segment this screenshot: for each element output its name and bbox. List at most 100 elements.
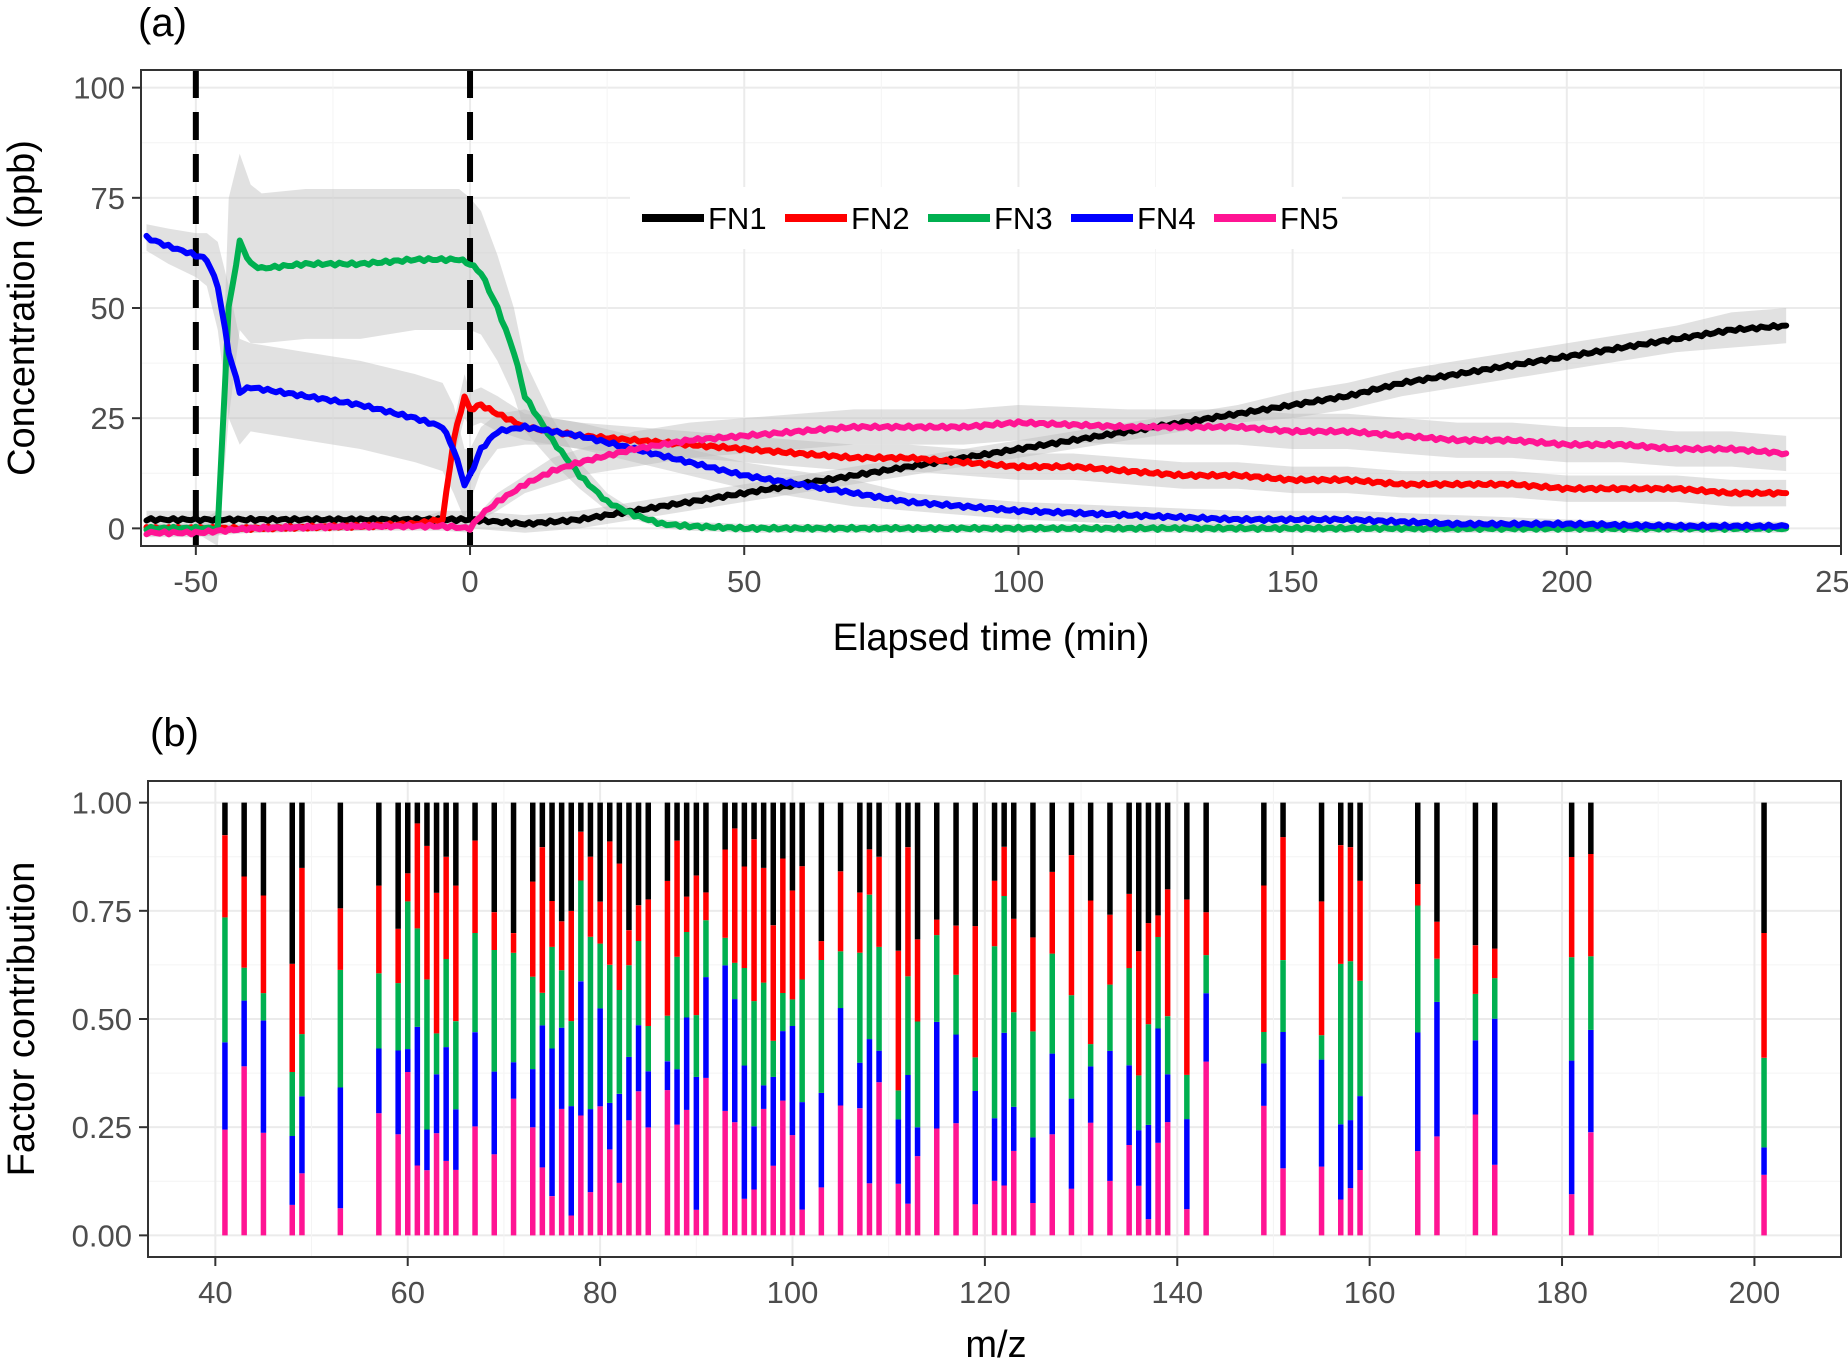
bar-segment-fn3 (1568, 957, 1575, 1061)
bar-segment-fn5 (405, 1072, 411, 1236)
bar-segment-fn3 (1164, 1016, 1171, 1075)
y-tick-label: 50 (91, 291, 125, 326)
bar-segment-fn2 (260, 895, 267, 994)
panel-b-y-axis-title: Factor contribution (1, 862, 43, 1177)
bar-segment-fn4 (914, 1127, 921, 1157)
y-tick-label: 0.50 (72, 1002, 132, 1037)
bar-segment-fn2 (1068, 855, 1075, 996)
bar-segment-fn5 (866, 1183, 873, 1236)
bar-segment-fn3 (905, 976, 911, 1075)
bar-segment-fn2 (1280, 837, 1286, 960)
bar-segment-fn5 (222, 1129, 228, 1236)
bar-segment-fn4 (1184, 1119, 1190, 1210)
bar-segment-fn4 (664, 1061, 671, 1091)
bar-segment-fn4 (799, 1102, 805, 1210)
bar-segment-fn5 (664, 1090, 671, 1236)
bar-segment-fn3 (818, 960, 825, 1093)
bar-segment-fn1 (607, 802, 613, 842)
bar-segment-fn2 (1001, 846, 1007, 896)
bar-segment-fn2 (799, 866, 805, 980)
bar-segment-fn3 (337, 969, 344, 1088)
bar-segment-fn1 (866, 802, 873, 850)
bar-segment-fn4 (337, 1087, 344, 1209)
bar-segment-fn1 (799, 802, 805, 867)
bar-segment-fn5 (578, 1115, 584, 1236)
x-tick-label: 180 (1536, 1275, 1588, 1310)
bar-segment-fn4 (1011, 1106, 1017, 1151)
bar-segment-fn1 (741, 802, 748, 867)
bar-segment-fn4 (443, 1047, 449, 1161)
bar-segment-fn3 (472, 932, 478, 1033)
bar-segment-fn1 (683, 802, 690, 897)
bar-segment-fn4 (1357, 1096, 1363, 1170)
panel-a-label: (a) (138, 1, 187, 45)
bar-segment-fn5 (991, 1180, 998, 1236)
x-tick-label: 250 (1815, 564, 1848, 599)
bar-segment-fn4 (751, 1126, 757, 1190)
bar-segment-fn5 (1492, 1164, 1498, 1236)
bar-segment-fn5 (539, 1167, 546, 1236)
legend-label-fn4: FN4 (1137, 201, 1196, 236)
bar-segment-fn5 (558, 1108, 565, 1236)
bar-segment-fn1 (664, 802, 671, 881)
panel-b-x-ticks: 40 60 80 100 120 140 160 180 200 (198, 1257, 1780, 1310)
bar-segment-fn3 (568, 1021, 574, 1107)
bar-segment-fn4 (1568, 1060, 1575, 1195)
bar-segment-fn4 (299, 1096, 305, 1174)
bar-segment-fn5 (645, 1127, 651, 1236)
bar-segment-fn4 (991, 1118, 998, 1181)
bar-segment-fn1 (953, 802, 959, 926)
bar-segment-fn5 (895, 1183, 902, 1236)
bar-segment-fn5 (1318, 1166, 1325, 1236)
bar-segment-fn3 (1145, 1024, 1152, 1125)
bar-segment-fn2 (1087, 900, 1094, 1045)
bar-segment-fn1 (289, 802, 295, 964)
bar-segment-fn5 (934, 1128, 940, 1236)
bar-segment-fn4 (539, 1025, 546, 1168)
band-fn5 (146, 404, 1787, 538)
bar-segment-fn1 (1126, 802, 1132, 894)
bar-segment-fn1 (510, 802, 517, 933)
bar-segment-fn2 (895, 950, 902, 1091)
bar-segment-fn2 (837, 871, 844, 952)
bar-segment-fn2 (1318, 901, 1325, 1036)
panel-a-vlines (192, 70, 474, 546)
series-line-fn2 (143, 393, 1790, 533)
bar-segment-fn1 (405, 802, 411, 874)
bar-segment-fn5 (703, 1077, 709, 1236)
bar-segment-fn4 (674, 1069, 680, 1125)
bar-segment-fn2 (1126, 894, 1132, 969)
bar-segment-fn2 (1761, 933, 1767, 1058)
bar-segment-fn4 (241, 1000, 247, 1067)
bar-segment-fn5 (1568, 1194, 1575, 1236)
bar-segment-fn4 (905, 1075, 911, 1204)
bar-segment-fn2 (1492, 948, 1498, 979)
bar-segment-fn2 (597, 901, 603, 944)
bar-segment-fn5 (1136, 1185, 1142, 1236)
bar-segment-fn4 (1145, 1125, 1152, 1220)
bar-segment-fn1 (376, 802, 382, 886)
series-line-fn3 (143, 237, 1790, 533)
bar-segment-fn4 (837, 1008, 844, 1106)
bar-segment-fn5 (732, 1122, 738, 1236)
bar-segment-fn1 (1588, 802, 1594, 854)
bar-segment-fn3 (626, 965, 632, 1057)
bar-segment-fn5 (472, 1126, 478, 1236)
bar-segment-fn2 (1203, 912, 1209, 956)
bar-segment-fn3 (1107, 984, 1113, 1051)
bar-segment-fn2 (1030, 937, 1036, 1032)
bar-segment-fn5 (635, 1091, 642, 1236)
bar-segment-fn3 (799, 979, 805, 1103)
bar-segment-fn1 (616, 802, 623, 864)
bar-segment-fn2 (491, 912, 497, 950)
bar-segment-fn2 (674, 840, 680, 957)
bar-segment-fn3 (260, 993, 267, 1021)
bar-segment-fn4 (510, 1062, 517, 1099)
bar-segment-fn2 (1338, 845, 1344, 964)
bar-segment-fn2 (818, 941, 825, 960)
bar-segment-fn5 (905, 1203, 911, 1236)
bar-segment-fn3 (1068, 995, 1075, 1099)
bar-segment-fn1 (1357, 802, 1363, 881)
bar-segment-fn5 (953, 1123, 959, 1236)
bar-segment-fn2 (972, 926, 978, 1058)
